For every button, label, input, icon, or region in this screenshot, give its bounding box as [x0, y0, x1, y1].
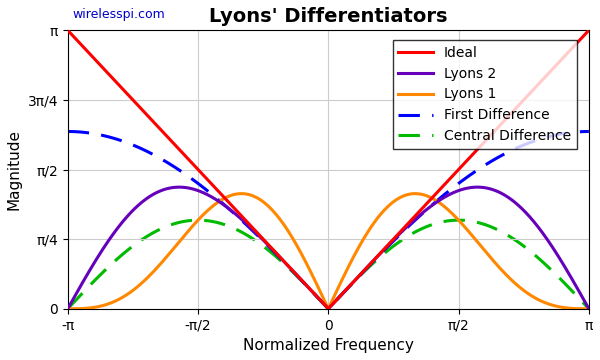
- Central Difference: [443, 219, 450, 223]
- Lyons 2: [176, 185, 183, 189]
- Lyons 1: [287, 233, 295, 238]
- Central Difference: [194, 218, 202, 222]
- Y-axis label: Magnitude: Magnitude: [7, 129, 22, 210]
- First Difference: [325, 307, 332, 311]
- Central Difference: [287, 268, 295, 273]
- First Difference: [312, 293, 319, 297]
- Lyons 2: [569, 279, 577, 283]
- Central Difference: [312, 293, 319, 297]
- Lyons 2: [443, 194, 450, 198]
- Ideal: [443, 180, 450, 185]
- First Difference: [287, 267, 295, 271]
- Lyons 1: [569, 306, 577, 311]
- Lyons 2: [544, 237, 551, 241]
- Central Difference: [585, 307, 592, 311]
- Ideal: [287, 266, 295, 271]
- Line: Central Difference: Central Difference: [68, 220, 589, 309]
- X-axis label: Normalized Frequency: Normalized Frequency: [243, 338, 414, 353]
- Lyons 1: [443, 206, 450, 211]
- First Difference: [585, 129, 592, 134]
- First Difference: [443, 191, 450, 195]
- First Difference: [64, 129, 71, 134]
- Lyons 1: [238, 192, 245, 196]
- First Difference: [569, 130, 577, 134]
- First Difference: [544, 135, 551, 139]
- Line: Ideal: Ideal: [68, 30, 589, 309]
- Lyons 2: [283, 262, 290, 267]
- Lyons 1: [585, 307, 592, 311]
- Central Difference: [544, 264, 551, 268]
- Ideal: [283, 262, 290, 266]
- Central Difference: [283, 264, 290, 269]
- Lyons 2: [287, 267, 295, 271]
- Ideal: [312, 293, 319, 297]
- Lyons 2: [312, 293, 319, 297]
- Ideal: [585, 28, 592, 32]
- Lyons 1: [283, 227, 290, 231]
- Ideal: [544, 73, 551, 77]
- Title: Lyons' Differentiators: Lyons' Differentiators: [209, 7, 448, 26]
- Central Difference: [64, 307, 71, 311]
- Ideal: [325, 307, 332, 311]
- Lyons 2: [585, 307, 592, 311]
- Lyons 1: [544, 301, 551, 306]
- Central Difference: [569, 290, 577, 294]
- Ideal: [64, 28, 71, 32]
- Lyons 1: [312, 279, 319, 284]
- Lyons 2: [64, 307, 71, 311]
- Legend: Ideal, Lyons 2, Lyons 1, First Difference, Central Difference: Ideal, Lyons 2, Lyons 1, First Differenc…: [392, 40, 577, 149]
- Ideal: [569, 45, 577, 49]
- Line: First Difference: First Difference: [68, 131, 589, 309]
- Line: Lyons 1: Lyons 1: [68, 194, 589, 309]
- Lyons 1: [64, 307, 71, 311]
- First Difference: [283, 262, 290, 267]
- Text: wirelesspi.com: wirelesspi.com: [73, 8, 166, 21]
- Line: Lyons 2: Lyons 2: [68, 187, 589, 309]
